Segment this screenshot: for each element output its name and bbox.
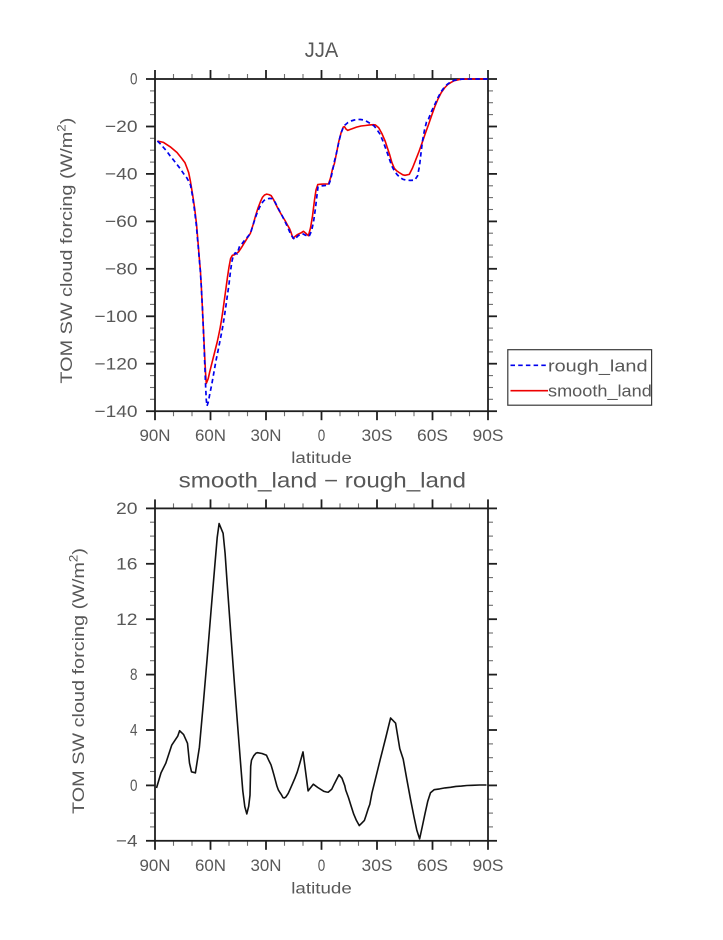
svg-text:90N: 90N [140,426,171,445]
svg-text:60N: 60N [195,426,226,445]
svg-text:30S: 30S [362,426,393,445]
svg-text:smooth_land: smooth_land [548,382,652,401]
svg-text:0: 0 [130,776,138,795]
svg-text:−140: −140 [95,402,138,421]
svg-text:0: 0 [318,426,326,445]
svg-text:−20: −20 [105,117,138,136]
svg-text:−60: −60 [105,212,138,231]
svg-text:TOM SW cloud forcing (W/m2): TOM SW cloud forcing (W/m2) [57,118,77,384]
svg-text:smooth_land − rough_land: smooth_land − rough_land [179,470,466,493]
svg-text:30N: 30N [251,426,282,445]
svg-text:JJA: JJA [305,39,338,62]
svg-text:12: 12 [116,610,138,629]
svg-text:4: 4 [130,721,138,740]
svg-text:−80: −80 [105,259,138,278]
svg-text:20: 20 [116,499,138,518]
svg-text:−120: −120 [95,354,138,373]
svg-text:TOM SW cloud forcing (W/m2): TOM SW cloud forcing (W/m2) [69,548,89,814]
svg-text:30N: 30N [251,856,282,875]
svg-text:90N: 90N [140,856,171,875]
svg-text:16: 16 [116,554,138,573]
svg-text:30S: 30S [362,856,393,875]
svg-text:90S: 90S [473,426,504,445]
svg-text:8: 8 [130,665,138,684]
svg-text:latitude: latitude [291,450,352,467]
svg-text:0: 0 [318,856,326,875]
svg-text:latitude: latitude [291,880,352,897]
svg-text:−40: −40 [105,165,138,184]
svg-text:0: 0 [130,70,138,89]
svg-text:−100: −100 [95,307,138,326]
svg-text:−4: −4 [116,831,138,850]
svg-text:60S: 60S [417,426,448,445]
svg-text:60S: 60S [417,856,448,875]
svg-text:rough_land: rough_land [548,356,648,375]
svg-text:90S: 90S [473,856,504,875]
svg-text:60N: 60N [195,856,226,875]
